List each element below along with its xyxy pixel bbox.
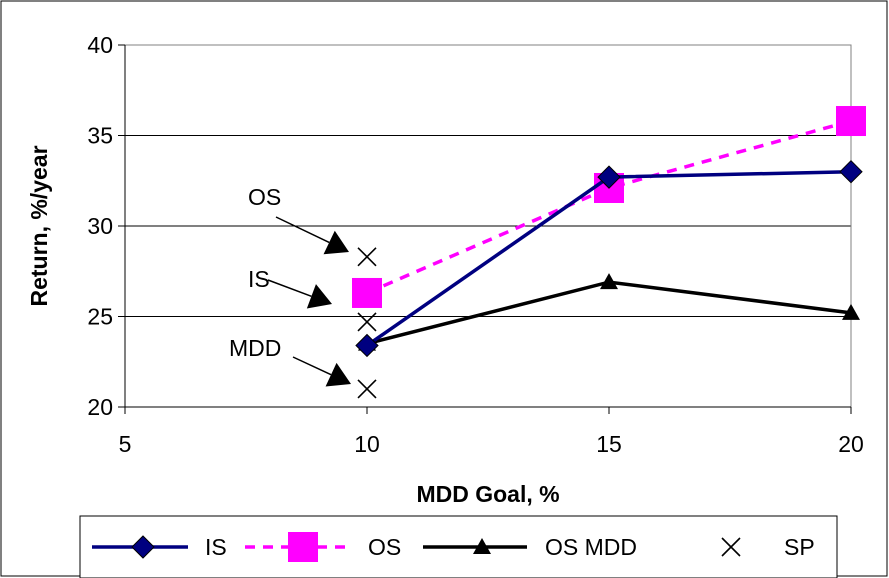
y-tick-label: 25	[87, 304, 113, 330]
legend-swatch-marker	[473, 538, 491, 554]
legend-label: OS	[368, 534, 401, 560]
grid-lines	[125, 135, 851, 317]
legend-item-os: OS	[245, 532, 401, 562]
x-axis-label: MDD Goal, %	[416, 481, 559, 507]
data-point	[357, 247, 377, 267]
x-tick-label: 20	[838, 431, 864, 457]
y-tick-label: 35	[87, 123, 113, 149]
y-tick-label: 40	[87, 32, 113, 58]
data-point	[842, 303, 860, 320]
data-point	[352, 277, 382, 308]
annotation-label: MDD	[229, 335, 281, 361]
data-point	[836, 106, 866, 137]
legend-label: IS	[205, 534, 227, 560]
annotation-arrow-line	[267, 279, 312, 297]
axes: 20 25 30 35 40 5 10 15 20	[87, 32, 863, 457]
legend-swatch-marker	[131, 535, 155, 559]
annotation-arrow-head	[325, 362, 351, 387]
legend-item-sp: SP	[721, 534, 815, 560]
legend-swatch-marker	[288, 532, 318, 562]
series-is	[355, 159, 863, 358]
legend-label: OS MDD	[545, 534, 637, 560]
legend: IS OS OS MDD SP	[92, 532, 815, 562]
annotation-arrow-head	[323, 230, 349, 255]
annotation-layer: OS IS MDD	[229, 184, 351, 387]
annotation-label: IS	[248, 266, 270, 292]
annotation-arrow-head	[306, 284, 332, 309]
x-tick-label: 15	[596, 431, 622, 457]
data-point	[600, 273, 618, 290]
legend-item-os-mdd: OS MDD	[423, 534, 637, 560]
y-axis-label: Return, %/year	[26, 145, 52, 306]
x-tick-label: 5	[119, 431, 132, 457]
data-point	[597, 165, 621, 189]
series-sp	[357, 247, 377, 399]
data-point	[839, 159, 863, 184]
y-tick-label: 30	[87, 213, 113, 239]
x-tick-label: 10	[354, 431, 380, 457]
annotation-arrow-line	[275, 216, 330, 244]
data-point	[357, 312, 377, 332]
legend-label: SP	[784, 534, 815, 560]
y-tick-label: 20	[87, 394, 113, 420]
data-point	[357, 379, 377, 399]
annotation-label: OS	[248, 184, 281, 210]
data-point	[355, 333, 379, 358]
legend-swatch-marker	[721, 537, 741, 557]
annotation-arrow-line	[292, 356, 332, 376]
series-layer	[352, 106, 866, 399]
legend-item-is: IS	[92, 534, 227, 560]
